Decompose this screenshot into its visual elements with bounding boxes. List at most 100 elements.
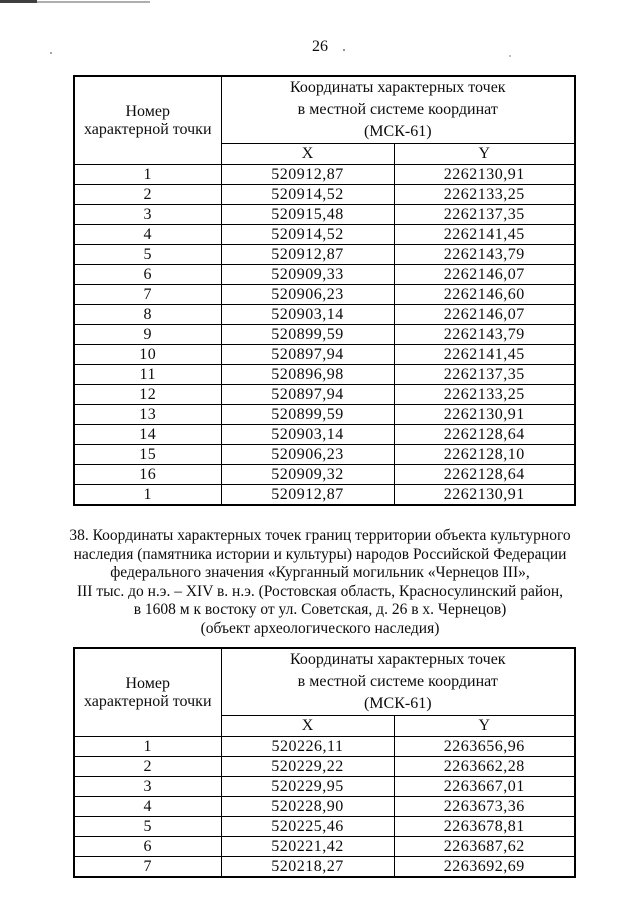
table-row: 9 520899,59 2262143,79	[73, 324, 576, 345]
table-row: 16 520909,32 2262128,64	[73, 464, 576, 485]
table-cell: 2	[73, 756, 222, 777]
table-cell: 7	[73, 856, 222, 878]
table-cell: 2262130,91	[393, 164, 576, 185]
table-cell: 520914,52	[220, 184, 395, 205]
table-cell: 2262143,79	[393, 324, 576, 345]
table-row: 7 520218,27 2263692,69	[73, 856, 576, 878]
table-row: 5 520225,46 2263678,81	[73, 816, 576, 837]
table-cell: 520903,14	[220, 304, 395, 325]
table-cell: 520906,23	[220, 284, 395, 305]
table-cell: 520225,46	[220, 816, 395, 837]
table-cell: 520899,59	[220, 324, 395, 345]
table-row: 11 520896,98 2262137,35	[73, 364, 576, 385]
table-cell: 8	[73, 304, 222, 325]
table-cell: 2263678,81	[393, 816, 576, 837]
table-cell: 4	[73, 796, 222, 817]
table-cell: 11	[73, 364, 222, 385]
table-cell: 520218,27	[220, 856, 395, 878]
table-row: 10 520897,94 2262141,45	[73, 344, 576, 365]
table-row: 5 520912,87 2262143,79	[73, 244, 576, 265]
table-body: 1 520912,87 2262130,91 2 520914,52 2262133,25…	[73, 164, 576, 506]
table-cell: 2263673,36	[393, 796, 576, 817]
y-column-header: Y	[393, 715, 576, 737]
table-cell: 520229,22	[220, 756, 395, 777]
table-cell: 1	[73, 164, 222, 185]
table-row: 2 520229,22 2263662,28	[73, 756, 576, 777]
x-column-header: X	[220, 715, 395, 737]
table-row: 8 520903,14 2262146,07	[73, 304, 576, 325]
table-row: 6 520909,33 2262146,07	[73, 264, 576, 285]
header-line: Координаты характерных точек	[289, 79, 506, 96]
table-cell: 520229,95	[220, 776, 395, 797]
table-cell: 14	[73, 424, 222, 445]
table-row: 2 520914,52 2262133,25	[73, 184, 576, 205]
table-cell: 520909,33	[220, 264, 395, 285]
table-row: 4 520914,52 2262141,45	[73, 224, 576, 245]
table-row: 1 520226,11 2263656,96	[73, 736, 576, 757]
header-line: в местной системе координат	[297, 101, 498, 118]
header-line: характерной точки	[83, 120, 212, 138]
table-cell: 2263662,28	[393, 756, 576, 777]
heading-line: наследия (памятника истории и культуры) …	[73, 545, 567, 563]
table-cell: 4	[73, 224, 222, 245]
table-cell: 2	[73, 184, 222, 205]
coordinates-table-1: Номер характерной точки Координаты харак…	[73, 75, 577, 506]
table-cell: 5	[73, 244, 222, 265]
table-row: 14 520903,14 2262128,64	[73, 424, 576, 445]
coordinates-column-header: Координаты характерных точек в местной с…	[220, 647, 576, 716]
point-number-column-header: Номер характерной точки	[73, 647, 222, 737]
table-cell: 5	[73, 816, 222, 837]
table-row: 4 520228,90 2263673,36	[73, 796, 576, 817]
table-cell: 520221,42	[220, 836, 395, 857]
table-header: Номер характерной точки Координаты харак…	[73, 75, 576, 165]
header-line: Номер	[125, 102, 170, 120]
table-cell: 7	[73, 284, 222, 305]
table-cell: 1	[73, 736, 222, 757]
heading-line: федерального значения «Курганный могильн…	[110, 564, 530, 581]
header-line: в местной системе координат	[297, 673, 498, 690]
table-cell: 2262146,07	[393, 264, 576, 285]
header-line: (МСК-61)	[363, 123, 432, 140]
table-cell: 2263687,62	[393, 836, 576, 857]
table-cell: 520912,87	[220, 164, 395, 185]
header-line: (МСК-61)	[363, 695, 432, 712]
table-cell: 6	[73, 836, 222, 857]
table-cell: 10	[73, 344, 222, 365]
table-cell: 3	[73, 204, 222, 225]
table-cell: 2262137,35	[393, 204, 576, 225]
table-cell: 1	[73, 484, 222, 506]
header-line: характерной точки	[83, 692, 212, 710]
table-cell: 2263656,96	[393, 736, 576, 757]
table-row: 12 520897,94 2262133,25	[73, 384, 576, 405]
section-38-heading: 38. Координаты характерных точек границ …	[0, 527, 640, 638]
heading-line: (объект археологического наследия)	[200, 619, 440, 637]
table-cell: 16	[73, 464, 222, 485]
table-cell: 520906,23	[220, 444, 395, 465]
y-column-header: Y	[393, 143, 576, 165]
scan-artifact-strip-light	[37, 1, 150, 3]
table-cell: 520228,90	[220, 796, 395, 817]
table-header: Номер характерной точки Координаты харак…	[73, 647, 576, 737]
table-row: 1 520912,87 2262130,91	[73, 164, 576, 185]
table-cell: 2262141,45	[393, 344, 576, 365]
coordinates-table-2: Номер характерной точки Координаты харак…	[73, 647, 577, 878]
table-cell: 2262146,07	[393, 304, 576, 325]
table-cell: 2262146,60	[393, 284, 576, 305]
table-cell: 520912,87	[220, 484, 395, 506]
table-cell: 12	[73, 384, 222, 405]
table-cell: 15	[73, 444, 222, 465]
table-row: 6 520221,42 2263687,62	[73, 836, 576, 857]
table-cell: 520226,11	[220, 736, 395, 757]
table-cell: 9	[73, 324, 222, 345]
table-cell: 2262133,25	[393, 384, 576, 405]
table-cell: 2262130,91	[393, 484, 576, 506]
table-row: 1 520912,87 2262130,91	[73, 484, 576, 506]
coordinates-column-header: Координаты характерных точек в местной с…	[220, 75, 576, 144]
table-cell: 6	[73, 264, 222, 285]
table-cell: 520896,98	[220, 364, 395, 385]
table-cell: 2262128,64	[393, 464, 576, 485]
table-cell: 2262128,64	[393, 424, 576, 445]
scan-speck	[343, 49, 345, 51]
heading-line: 38. Координаты характерных точек границ …	[69, 527, 571, 544]
